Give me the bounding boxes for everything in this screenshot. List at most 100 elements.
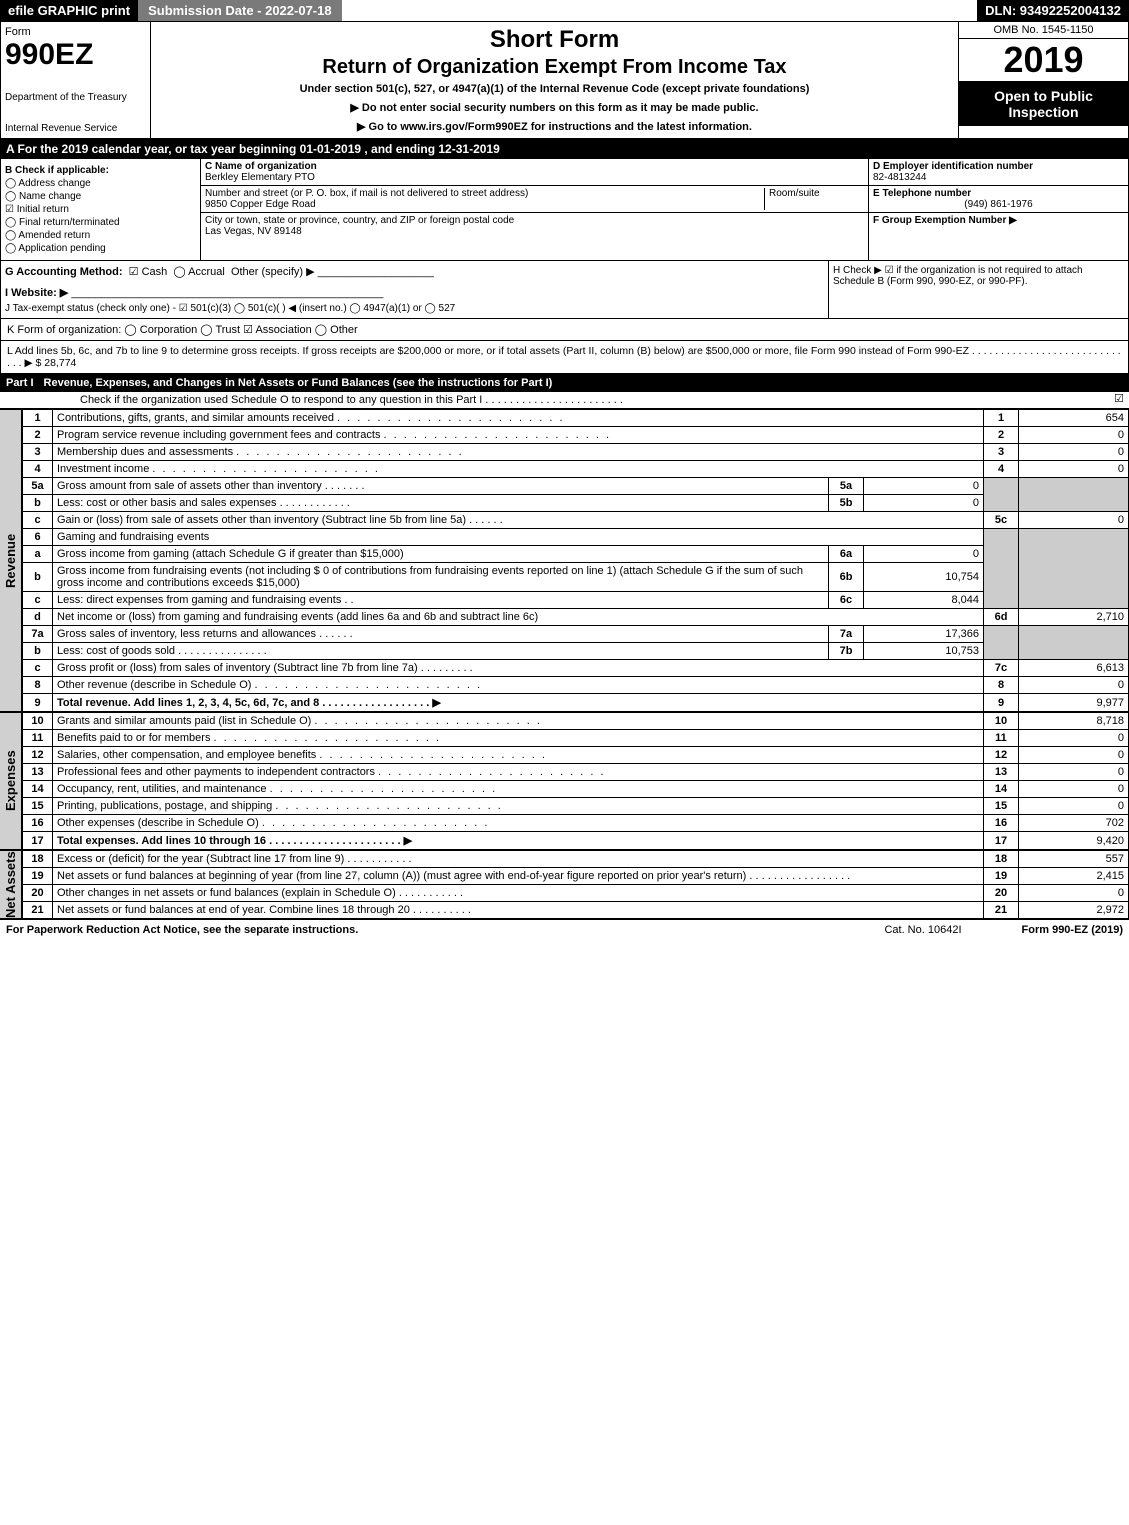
r8-ln: 8: [984, 677, 1019, 694]
r20-ln: 20: [984, 885, 1019, 902]
r10-desc: Grants and similar amounts paid (list in…: [57, 715, 311, 727]
g-cash[interactable]: Cash: [142, 266, 168, 278]
city-value: Las Vegas, NV 89148: [205, 226, 864, 237]
i-website: I Website: ▶: [5, 287, 68, 299]
r21-num: 21: [23, 902, 53, 919]
r6d-val: 2,710: [1019, 609, 1129, 626]
r7c-val: 6,613: [1019, 660, 1129, 677]
r8-val: 0: [1019, 677, 1129, 694]
submission-date: Submission Date - 2022-07-18: [138, 0, 342, 21]
b-heading: B Check if applicable:: [5, 165, 196, 176]
r6c-num: c: [23, 592, 53, 609]
goto-link[interactable]: ▶ Go to www.irs.gov/Form990EZ for instru…: [155, 120, 954, 133]
r2-desc: Program service revenue including govern…: [57, 429, 380, 441]
chk-final-label: Final return/terminated: [19, 217, 120, 228]
r10-num: 10: [23, 713, 53, 730]
r11-desc: Benefits paid to or for members: [57, 732, 210, 744]
part1-title: Revenue, Expenses, and Changes in Net As…: [44, 377, 553, 389]
r7a-desc: Gross sales of inventory, less returns a…: [57, 628, 316, 640]
r16-num: 16: [23, 815, 53, 832]
r2-ln: 2: [984, 427, 1019, 444]
r11-val: 0: [1019, 730, 1129, 747]
r9-ln: 9: [984, 694, 1019, 712]
r17-ln: 17: [984, 832, 1019, 850]
r18-num: 18: [23, 851, 53, 868]
r7b-desc: Less: cost of goods sold: [57, 645, 175, 657]
r1-ln: 1: [984, 410, 1019, 427]
dln-label: DLN: 93492252004132: [977, 0, 1129, 21]
part1-header: Part I Revenue, Expenses, and Changes in…: [0, 374, 1129, 392]
short-form-title: Short Form: [155, 26, 954, 54]
ein-label: D Employer identification number: [873, 161, 1124, 172]
r8-num: 8: [23, 677, 53, 694]
chk-pending[interactable]: ◯ Application pending: [5, 243, 196, 254]
chk-amended-label: Amended return: [18, 230, 90, 241]
omb-number: OMB No. 1545-1150: [959, 22, 1128, 39]
r11-ln: 11: [984, 730, 1019, 747]
b-checkboxes: B Check if applicable: ◯ Address change …: [1, 159, 201, 260]
ssn-warning: ▶ Do not enter social security numbers o…: [155, 101, 954, 114]
r17-desc: Total expenses. Add lines 10 through 16 …: [57, 835, 412, 847]
r17-val: 9,420: [1019, 832, 1129, 850]
part1-check-o: Check if the organization used Schedule …: [0, 392, 1129, 409]
irs-label: Internal Revenue Service: [5, 123, 146, 134]
chk-final[interactable]: ◯ Final return/terminated: [5, 217, 196, 228]
r16-desc: Other expenses (describe in Schedule O): [57, 817, 259, 829]
r6b-sln: 6b: [829, 563, 864, 592]
r15-val: 0: [1019, 798, 1129, 815]
netassets-table: 18 Excess or (deficit) for the year (Subt…: [22, 850, 1129, 919]
r7c-desc: Gross profit or (loss) from sales of inv…: [57, 662, 418, 674]
chk-name[interactable]: ◯ Name change: [5, 191, 196, 202]
r16-ln: 16: [984, 815, 1019, 832]
chk-address[interactable]: ◯ Address change: [5, 178, 196, 189]
footer-cat: Cat. No. 10642I: [884, 924, 961, 936]
footer: For Paperwork Reduction Act Notice, see …: [0, 919, 1129, 940]
r15-ln: 15: [984, 798, 1019, 815]
r10-ln: 10: [984, 713, 1019, 730]
r18-desc: Excess or (deficit) for the year (Subtra…: [57, 853, 344, 865]
g-other[interactable]: Other (specify) ▶: [231, 266, 315, 278]
r6b-num: b: [23, 563, 53, 592]
chk-amended[interactable]: ◯ Amended return: [5, 230, 196, 241]
r3-desc: Membership dues and assessments: [57, 446, 233, 458]
r13-num: 13: [23, 764, 53, 781]
r5a-num: 5a: [23, 478, 53, 495]
r9-val: 9,977: [1019, 694, 1129, 712]
chk-initial[interactable]: ☑ Initial return: [5, 204, 196, 215]
r7b-num: b: [23, 643, 53, 660]
r20-num: 20: [23, 885, 53, 902]
r21-desc: Net assets or fund balances at end of ye…: [57, 904, 410, 916]
r12-val: 0: [1019, 747, 1129, 764]
check-o-box[interactable]: ☑: [1109, 392, 1129, 408]
main-grid: Revenue 1Contributions, gifts, grants, a…: [0, 409, 1129, 919]
r14-ln: 14: [984, 781, 1019, 798]
r6-num: 6: [23, 529, 53, 546]
r7a-num: 7a: [23, 626, 53, 643]
r6d-desc: Net income or (loss) from gaming and fun…: [53, 609, 984, 626]
efile-label: efile GRAPHIC print: [0, 0, 138, 21]
c-block: C Name of organization Berkley Elementar…: [201, 159, 868, 260]
street-label: Number and street (or P. O. box, if mail…: [205, 188, 764, 199]
revenue-table: 1Contributions, gifts, grants, and simil…: [22, 409, 1129, 712]
r10-val: 8,718: [1019, 713, 1129, 730]
revenue-side-label: Revenue: [0, 409, 22, 712]
netassets-side-label: Net Assets: [0, 850, 22, 919]
r7a-sv: 17,366: [864, 626, 984, 643]
dept-label: Department of the Treasury: [5, 92, 146, 103]
r6b-sv: 10,754: [864, 563, 984, 592]
phone-label: E Telephone number: [873, 188, 1124, 199]
r5c-ln: 5c: [984, 512, 1019, 529]
r5a-sv: 0: [864, 478, 984, 495]
g-h-block: G Accounting Method: ☑ Cash ◯ Accrual Ot…: [0, 261, 1129, 319]
a-bar-tax-year: A For the 2019 calendar year, or tax yea…: [0, 139, 1129, 159]
phone-value: (949) 861-1976: [873, 199, 1124, 210]
h-block: H Check ▶ ☑ if the organization is not r…: [828, 261, 1128, 318]
footer-left: For Paperwork Reduction Act Notice, see …: [6, 924, 358, 936]
g-accrual[interactable]: Accrual: [188, 266, 225, 278]
r5b-sv: 0: [864, 495, 984, 512]
header-block: Form 990EZ Department of the Treasury In…: [0, 22, 1129, 139]
l-line: L Add lines 5b, 6c, and 7b to line 9 to …: [0, 341, 1129, 374]
r16-val: 702: [1019, 815, 1129, 832]
r5b-desc: Less: cost or other basis and sales expe…: [57, 497, 277, 509]
r19-desc: Net assets or fund balances at beginning…: [57, 870, 746, 882]
